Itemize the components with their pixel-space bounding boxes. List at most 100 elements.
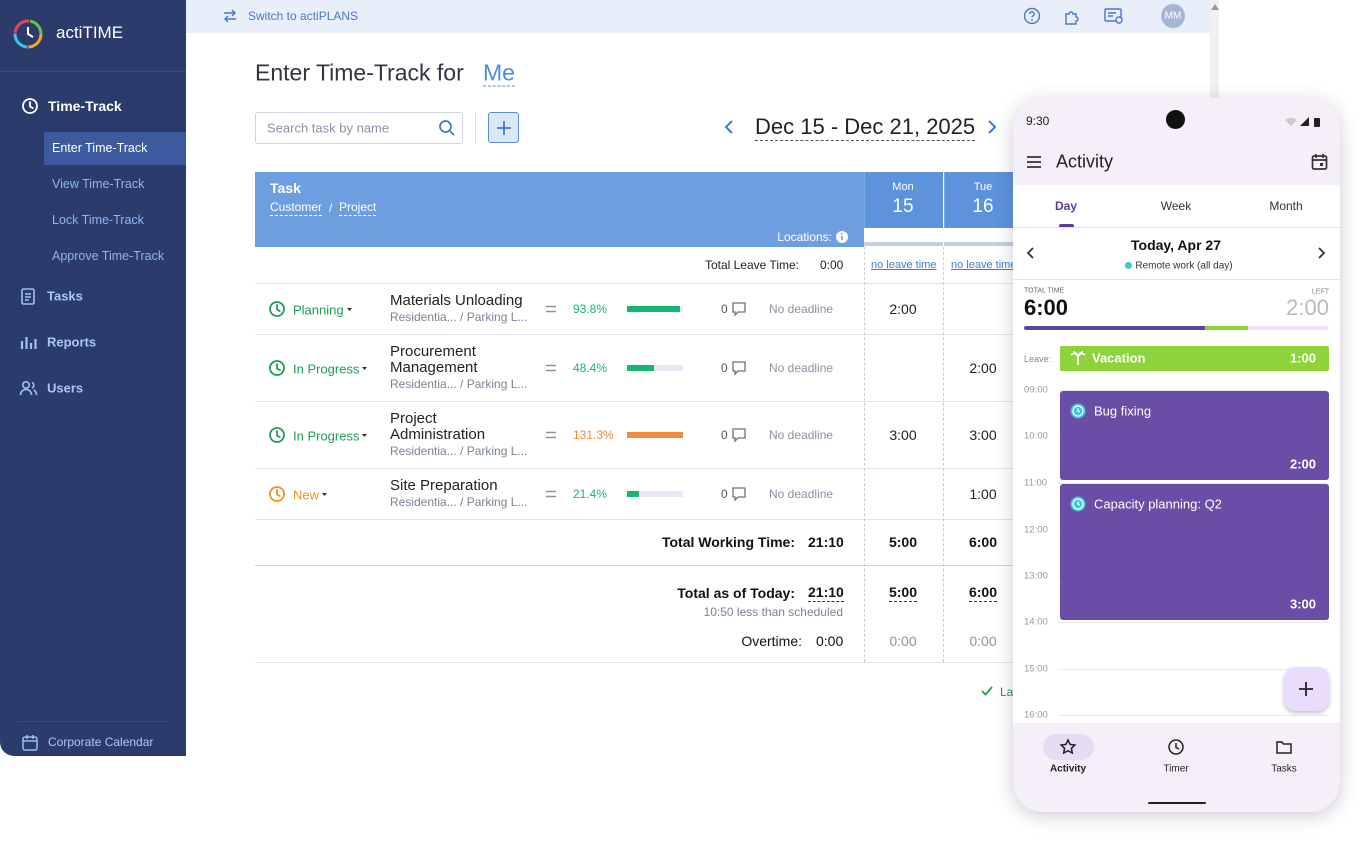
nav-item[interactable]: View Time-Track [52,177,145,191]
bottom-nav-icon[interactable] [1168,739,1184,755]
nav-item[interactable]: Approve Time-Track [52,249,165,263]
time-cell[interactable]: 2:00 [889,301,917,317]
phone-title: Activity [1056,151,1114,172]
day-status: Remote work (all day) [1135,260,1233,272]
comment-icon[interactable] [732,361,746,376]
user-selector[interactable]: Me [483,59,515,87]
today-note: 10:50 less than scheduled [703,605,843,619]
footer-link[interactable]: Corporate Calendar [48,735,154,749]
overtime-total: 0:00 [816,633,844,649]
equals-icon [546,431,556,439]
calendar-icon-part [23,735,37,742]
tab[interactable]: Month [1269,199,1303,213]
prev-day[interactable] [1026,247,1034,259]
nav-icon [19,380,38,396]
tab-divider [1013,227,1340,228]
customer-header[interactable]: Customer [270,200,323,216]
active-item-bg[interactable] [44,132,186,165]
progress-label: 21.4% [573,487,608,501]
leave-link[interactable]: no leave time [871,259,937,271]
today-total: 21:10 [808,584,844,602]
comment-icon[interactable] [732,428,746,443]
comment-icon[interactable] [732,302,746,317]
status-selector[interactable]: In Progress [293,361,360,377]
task-path: Residentia... / Parking L... [390,376,528,391]
nav-item[interactable]: Lock Time-Track [52,213,144,227]
day-fill-bar [944,242,1023,246]
settings-icon-part [1104,8,1122,22]
time-cell[interactable]: 3:00 [889,427,917,443]
comment-icon[interactable] [732,487,746,502]
tab[interactable]: Week [1160,199,1192,213]
nav-icon-part [25,293,31,301]
leave-block[interactable] [1060,346,1329,371]
bottom-nav-icon[interactable] [1276,739,1292,755]
leave-name: Vacation [1092,350,1146,366]
next-week[interactable] [986,119,998,135]
bottom-nav-label[interactable]: Activity [1049,763,1087,775]
search-icon[interactable] [438,119,456,137]
status-icon-part [269,427,285,443]
nav-section[interactable]: Time-Track [48,98,122,114]
next-day[interactable] [1318,247,1326,259]
event-block[interactable] [1060,484,1329,620]
status-selector[interactable]: Planning [293,302,344,318]
tab[interactable]: Day [1054,199,1078,213]
addons-icon[interactable] [1063,7,1081,25]
task-name[interactable]: Site Preparation [390,476,498,494]
day-bar-leave [1205,326,1248,330]
overtime-label: Overtime: [741,633,802,649]
fab-plus [1299,682,1313,696]
bottom-nav-label[interactable]: Timer [1163,763,1189,775]
event-icon-part [1072,498,1084,510]
row-line [255,662,1013,663]
time-cell[interactable]: 1:00 [969,486,997,502]
bottom-nav-label[interactable]: Tasks [1271,763,1297,775]
info-icon [836,231,848,243]
table-header [255,172,864,247]
status-caret-part [362,434,367,437]
status-icon-part [276,489,281,497]
task-cell: Site Preparation Residentia... / Parking … [390,469,535,519]
task-name[interactable]: Project Administration [390,409,486,443]
nav-link[interactable]: Users [47,380,84,396]
progress-label: 93.8% [573,302,608,316]
leave-total: 0:00 [820,258,844,272]
settings-icon[interactable] [1104,7,1124,25]
day-divider [1013,279,1340,280]
switch-link[interactable]: Switch to actiPLANS [248,9,359,23]
help-icon[interactable] [1023,7,1041,25]
nav-item[interactable]: Enter Time-Track [52,141,148,155]
time-cell[interactable]: 2:00 [969,360,997,376]
avatar-initials: MM [1164,10,1182,22]
time-track-icon-part [29,101,34,109]
day-name: Mon [892,181,914,193]
overtime-day: 0:00 [969,633,997,649]
status-selector[interactable]: New [293,487,320,503]
nav-link[interactable]: Tasks [47,288,83,304]
brand: actiTIME [56,23,124,42]
calendar-icon-part [22,736,38,751]
avatar[interactable] [1161,4,1185,28]
project-header[interactable]: Project [339,200,377,216]
status-icon-part [276,363,281,371]
switch-icon[interactable] [222,9,238,23]
prev-week[interactable] [723,119,735,135]
task-name[interactable]: Procurement Management [390,342,478,376]
leave-link[interactable]: no leave time [951,259,1017,271]
status-selector[interactable]: In Progress [293,428,360,444]
nav-active-pill[interactable] [1043,734,1094,760]
calendar-button[interactable] [1311,153,1328,170]
time-cell[interactable]: 3:00 [969,427,997,443]
menu-icon[interactable] [1026,155,1042,169]
date-range[interactable]: Dec 15 - Dec 21, 2025 [755,114,976,141]
nav-link[interactable]: Reports [47,334,97,350]
bottom-nav-icon[interactable] [1059,738,1077,755]
status-icon-part [269,301,285,317]
add-plus-part [497,121,511,135]
status-caret [322,493,327,496]
search-box[interactable] [255,112,463,144]
task-name[interactable]: Materials Unloading [390,291,523,309]
event-block[interactable] [1060,391,1329,480]
status-caret [362,434,367,437]
